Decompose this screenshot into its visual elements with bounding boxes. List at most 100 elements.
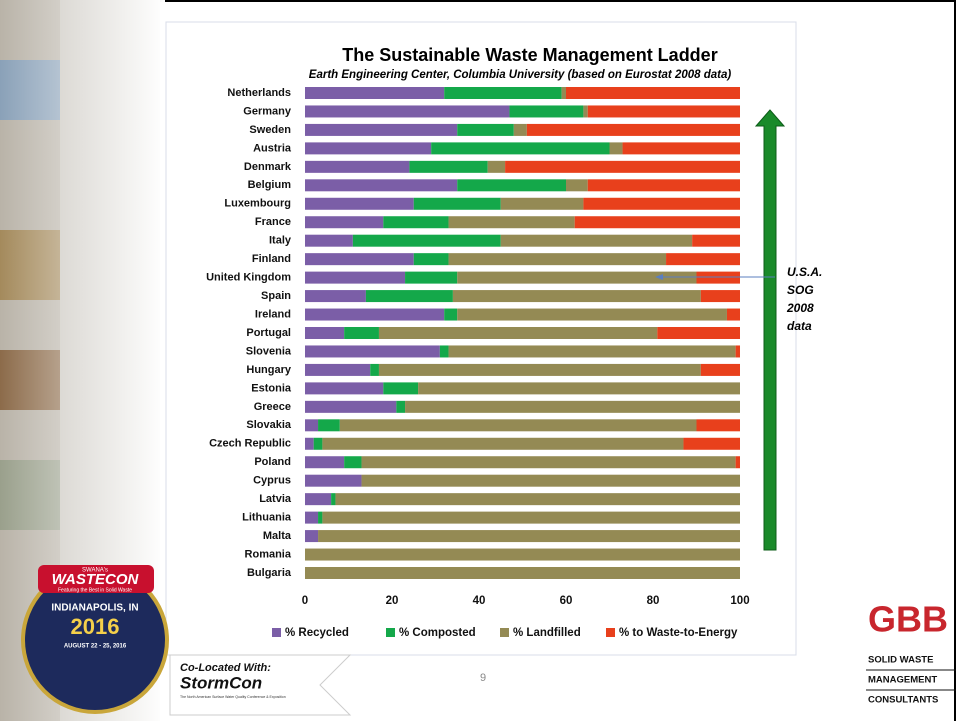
bar-segment <box>501 198 584 210</box>
bar-segment <box>370 364 379 376</box>
bar-segment <box>588 179 740 191</box>
y-tick-label: Spain <box>261 290 291 302</box>
bar-segment <box>697 272 741 284</box>
bar-segment <box>457 124 514 136</box>
x-tick-label: 20 <box>386 595 399 607</box>
bar-segment <box>414 198 501 210</box>
legend-label: % Recycled <box>285 627 349 639</box>
bar-segment <box>583 105 587 117</box>
bar-segment <box>409 161 487 173</box>
bar-segment <box>701 290 740 302</box>
y-tick-label: Poland <box>254 456 291 468</box>
gbb-text: SOLID WASTE <box>868 655 933 666</box>
legend-swatch <box>500 628 509 637</box>
y-tick-label: Cyprus <box>253 475 291 487</box>
bar-segment <box>340 419 697 431</box>
bar-segment <box>418 382 740 394</box>
bar-segment <box>305 530 318 542</box>
bar-segment <box>305 235 353 247</box>
legend-label: % Composted <box>399 627 476 639</box>
bar-segment <box>566 179 588 191</box>
bar-segment <box>457 179 566 191</box>
bar-segment <box>396 401 405 413</box>
y-tick-label: Ireland <box>255 308 291 320</box>
y-tick-label: Slovenia <box>246 345 292 357</box>
bar-segment <box>588 105 740 117</box>
annotation-line: U.S.A. <box>787 265 822 279</box>
y-tick-label: Netherlands <box>227 87 291 99</box>
y-tick-label: Germany <box>243 105 292 117</box>
bar-segment <box>449 345 736 357</box>
bar-segment <box>305 475 362 487</box>
y-tick-label: Italy <box>269 235 292 247</box>
y-tick-label: Czech Republic <box>209 438 291 450</box>
bar-segment <box>305 290 366 302</box>
bar-segment <box>305 327 344 339</box>
legend-label: % to Waste-to-Energy <box>619 627 738 639</box>
bar-segment <box>383 216 448 228</box>
bar-segment <box>431 142 609 154</box>
chart-title: The Sustainable Waste Management Ladder <box>342 45 717 65</box>
bar-segment <box>305 364 370 376</box>
stormcon-logo: StormCon <box>180 673 262 692</box>
bar-segment <box>666 253 740 265</box>
bar-segment <box>683 438 740 450</box>
bar-segment <box>736 456 740 468</box>
y-tick-label: Sweden <box>249 124 291 136</box>
y-tick-label: Greece <box>254 401 291 413</box>
bar-segment <box>414 253 449 265</box>
logo-text: AUGUST 22 - 25, 2016 <box>64 644 127 650</box>
bar-segment <box>305 216 383 228</box>
bar-segment <box>440 345 449 357</box>
chart-subtitle: Earth Engineering Center, Columbia Unive… <box>309 69 732 81</box>
stormcon-tagline: The North American Surface Water Quality… <box>180 695 286 699</box>
bar-segment <box>379 327 657 339</box>
bar-segment <box>383 382 418 394</box>
bar-segment <box>331 493 335 505</box>
logo-text: Featuring the Best in Solid Waste <box>58 587 132 593</box>
y-tick-label: Hungary <box>246 364 292 376</box>
bar-segment <box>305 161 409 173</box>
colocated-label: Co-Located With: <box>180 662 271 674</box>
bar-segment <box>344 456 361 468</box>
bar-segment <box>305 493 331 505</box>
page-number: 9 <box>480 672 486 684</box>
bar-segment <box>379 364 701 376</box>
bar-segment <box>322 438 683 450</box>
y-tick-label: Latvia <box>259 493 292 505</box>
bar-segment <box>344 327 379 339</box>
bar-segment <box>305 345 440 357</box>
bar-segment <box>366 290 453 302</box>
y-tick-label: Lithuania <box>242 512 292 524</box>
bar-segment <box>457 309 727 321</box>
bar-segment <box>736 345 740 357</box>
y-tick-label: Denmark <box>244 161 292 173</box>
x-tick-label: 60 <box>560 595 573 607</box>
x-tick-label: 0 <box>302 595 308 607</box>
legend-swatch <box>606 628 615 637</box>
bar-segment <box>305 456 344 468</box>
y-tick-label: France <box>255 216 291 228</box>
bar-segment <box>305 419 318 431</box>
bar-segment <box>514 124 527 136</box>
bar-segment <box>305 438 314 450</box>
bar-segment <box>405 401 740 413</box>
y-tick-label: Finland <box>252 253 291 265</box>
bar-segment <box>305 142 431 154</box>
bar-segment <box>562 87 566 99</box>
bar-segment <box>305 567 740 579</box>
bar-segment <box>305 179 457 191</box>
bar-segment <box>501 235 692 247</box>
bar-segment <box>692 235 740 247</box>
bar-segment <box>305 105 509 117</box>
y-tick-label: Malta <box>263 530 292 542</box>
legend-swatch <box>272 628 281 637</box>
y-tick-label: Austria <box>253 142 292 154</box>
bar-segment <box>583 198 740 210</box>
bar-segment <box>697 419 741 431</box>
bar-segment <box>335 493 740 505</box>
gbb-logo: GBB <box>868 599 948 640</box>
bar-segment <box>322 512 740 524</box>
bar-segment <box>488 161 505 173</box>
y-tick-label: Slovakia <box>246 419 292 431</box>
